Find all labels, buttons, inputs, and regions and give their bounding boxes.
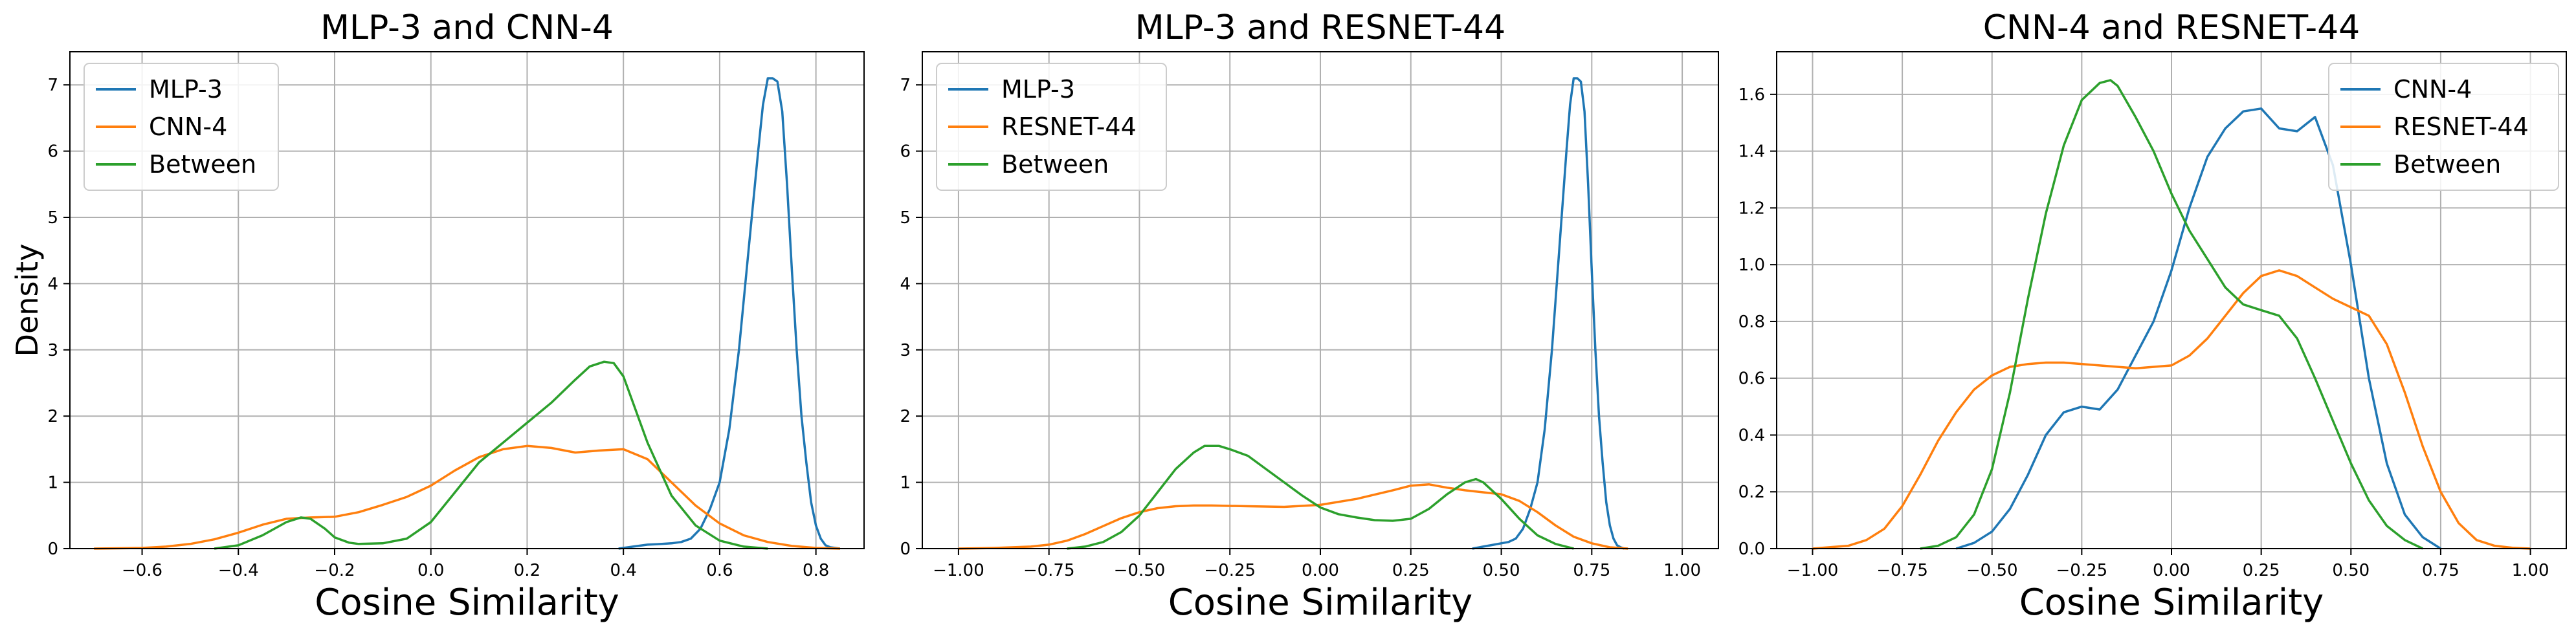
x-tick-label: 0.8 — [803, 561, 829, 580]
series-line-mlp-3 — [1472, 77, 1625, 550]
legend-label: CNN-4 — [149, 113, 227, 141]
x-tick-label: 0.75 — [2422, 561, 2459, 580]
legend-label: CNN-4 — [2393, 75, 2472, 104]
x-tick-label: −0.4 — [218, 561, 259, 580]
x-tick-label: −1.00 — [933, 561, 984, 580]
y-tick-label: 0.8 — [1738, 312, 1765, 332]
chart-title: MLP-3 and CNN-4 — [320, 8, 614, 47]
x-tick-label: 0.75 — [1573, 561, 1610, 580]
legend-box — [936, 63, 1167, 191]
y-tick-label: 0.2 — [1738, 483, 1765, 502]
y-tick-label: 5 — [900, 208, 911, 228]
x-tick-label: 0.25 — [1392, 561, 1430, 580]
y-tick-label: 3 — [47, 341, 58, 360]
x-axis-label: Cosine Similarity — [315, 582, 619, 624]
panel-2: −1.00 −0.75 −0.50 −0.25 0.00 0.25 0.50 0.75 1.00… — [900, 8, 1719, 624]
x-tick-label: 0.25 — [2243, 561, 2280, 580]
y-tick-label: 7 — [900, 76, 911, 95]
legend: MLP-3 RESNET-44 Between — [936, 63, 1167, 191]
x-tick-label: −0.2 — [314, 561, 355, 580]
legend-label: Between — [2393, 150, 2501, 179]
legend-label: Between — [1001, 150, 1109, 179]
y-tick-label: 0 — [900, 540, 911, 559]
x-tick-label: 0.00 — [2153, 561, 2190, 580]
x-tick-label: 0.50 — [1483, 561, 1520, 580]
y-tick-label: 1 — [47, 474, 58, 493]
x-tick-label: 1.00 — [2512, 561, 2549, 580]
y-tick-label: 5 — [47, 208, 58, 228]
y-tick-label: 4 — [47, 274, 58, 294]
panel-1: −0.6 −0.4 −0.2 0.0 0.2 0.4 0.6 0.8 0 1 2 3 4 5 6 7 MLP-3… — [10, 8, 865, 624]
x-tick-label: 0.00 — [1302, 561, 1339, 580]
x-tick-label: 0.0 — [417, 561, 444, 580]
y-tick-label: 6 — [47, 142, 58, 162]
x-tick-label: −0.25 — [2056, 561, 2108, 580]
legend-label: MLP-3 — [1001, 75, 1075, 104]
x-tick-label: −0.6 — [122, 561, 162, 580]
y-tick-label: 4 — [900, 274, 911, 294]
y-tick-label: 3 — [900, 341, 911, 360]
x-tick-label: 0.2 — [514, 561, 540, 580]
y-tick-label: 1.6 — [1738, 85, 1765, 105]
x-tick-label: −0.75 — [1876, 561, 1928, 580]
legend: CNN-4 RESNET-44 Between — [2328, 63, 2559, 191]
series-line-mlp-3 — [618, 77, 841, 550]
x-tick-label: 0.50 — [2332, 561, 2370, 580]
y-tick-label: 2 — [47, 407, 58, 426]
y-tick-label: 0 — [47, 540, 58, 559]
series-line-between — [1920, 79, 2423, 550]
y-tick-label: 1.0 — [1738, 256, 1765, 275]
series-line-between — [1067, 444, 1574, 550]
legend-box — [83, 63, 279, 191]
x-axis-label: Cosine Similarity — [2019, 582, 2324, 624]
y-tick-label: 0.0 — [1738, 540, 1765, 559]
x-tick-label: 0.4 — [610, 561, 637, 580]
y-tick-label: 2 — [900, 407, 911, 426]
y-tick-label: 1 — [900, 474, 911, 493]
legend: MLP-3 CNN-4 Between — [83, 63, 279, 191]
y-tick-label: 6 — [900, 142, 911, 162]
series-line-resnet-44 — [958, 483, 1628, 550]
legend-label: Between — [149, 150, 256, 179]
legend-label: RESNET-44 — [1001, 113, 1137, 141]
x-tick-label: −0.50 — [1114, 561, 1166, 580]
series-line-cnn-4 — [94, 444, 840, 550]
x-axis-label: Cosine Similarity — [1168, 582, 1473, 624]
y-axis-label: Density — [10, 244, 45, 357]
x-tick-label: −0.25 — [1204, 561, 1256, 580]
series-line-cnn-4 — [1955, 107, 2441, 550]
legend-label: MLP-3 — [149, 75, 223, 104]
legend-box — [2328, 63, 2559, 191]
y-tick-label: 7 — [47, 76, 58, 95]
plot-frame — [69, 51, 865, 549]
chart-title: MLP-3 and RESNET-44 — [1135, 8, 1505, 47]
x-tick-label: −0.75 — [1023, 561, 1075, 580]
x-tick-label: −1.00 — [1787, 561, 1839, 580]
x-tick-label: 0.6 — [706, 561, 733, 580]
x-tick-label: −0.50 — [1966, 561, 2018, 580]
y-tick-label: 1.2 — [1738, 199, 1765, 218]
x-tick-label: 1.00 — [1663, 561, 1701, 580]
chart-title: CNN-4 and RESNET-44 — [1983, 8, 2360, 47]
y-tick-label: 1.4 — [1738, 142, 1765, 162]
series-line-resnet-44 — [1812, 269, 2531, 550]
y-tick-label: 0.4 — [1738, 426, 1765, 445]
series-line-between — [214, 360, 768, 550]
panel-3: −1.00 −0.75 −0.50 −0.25 0.00 0.25 0.50 0.75 1.00… — [1738, 8, 2567, 624]
y-tick-label: 0.6 — [1738, 369, 1765, 389]
legend-label: RESNET-44 — [2393, 113, 2529, 141]
